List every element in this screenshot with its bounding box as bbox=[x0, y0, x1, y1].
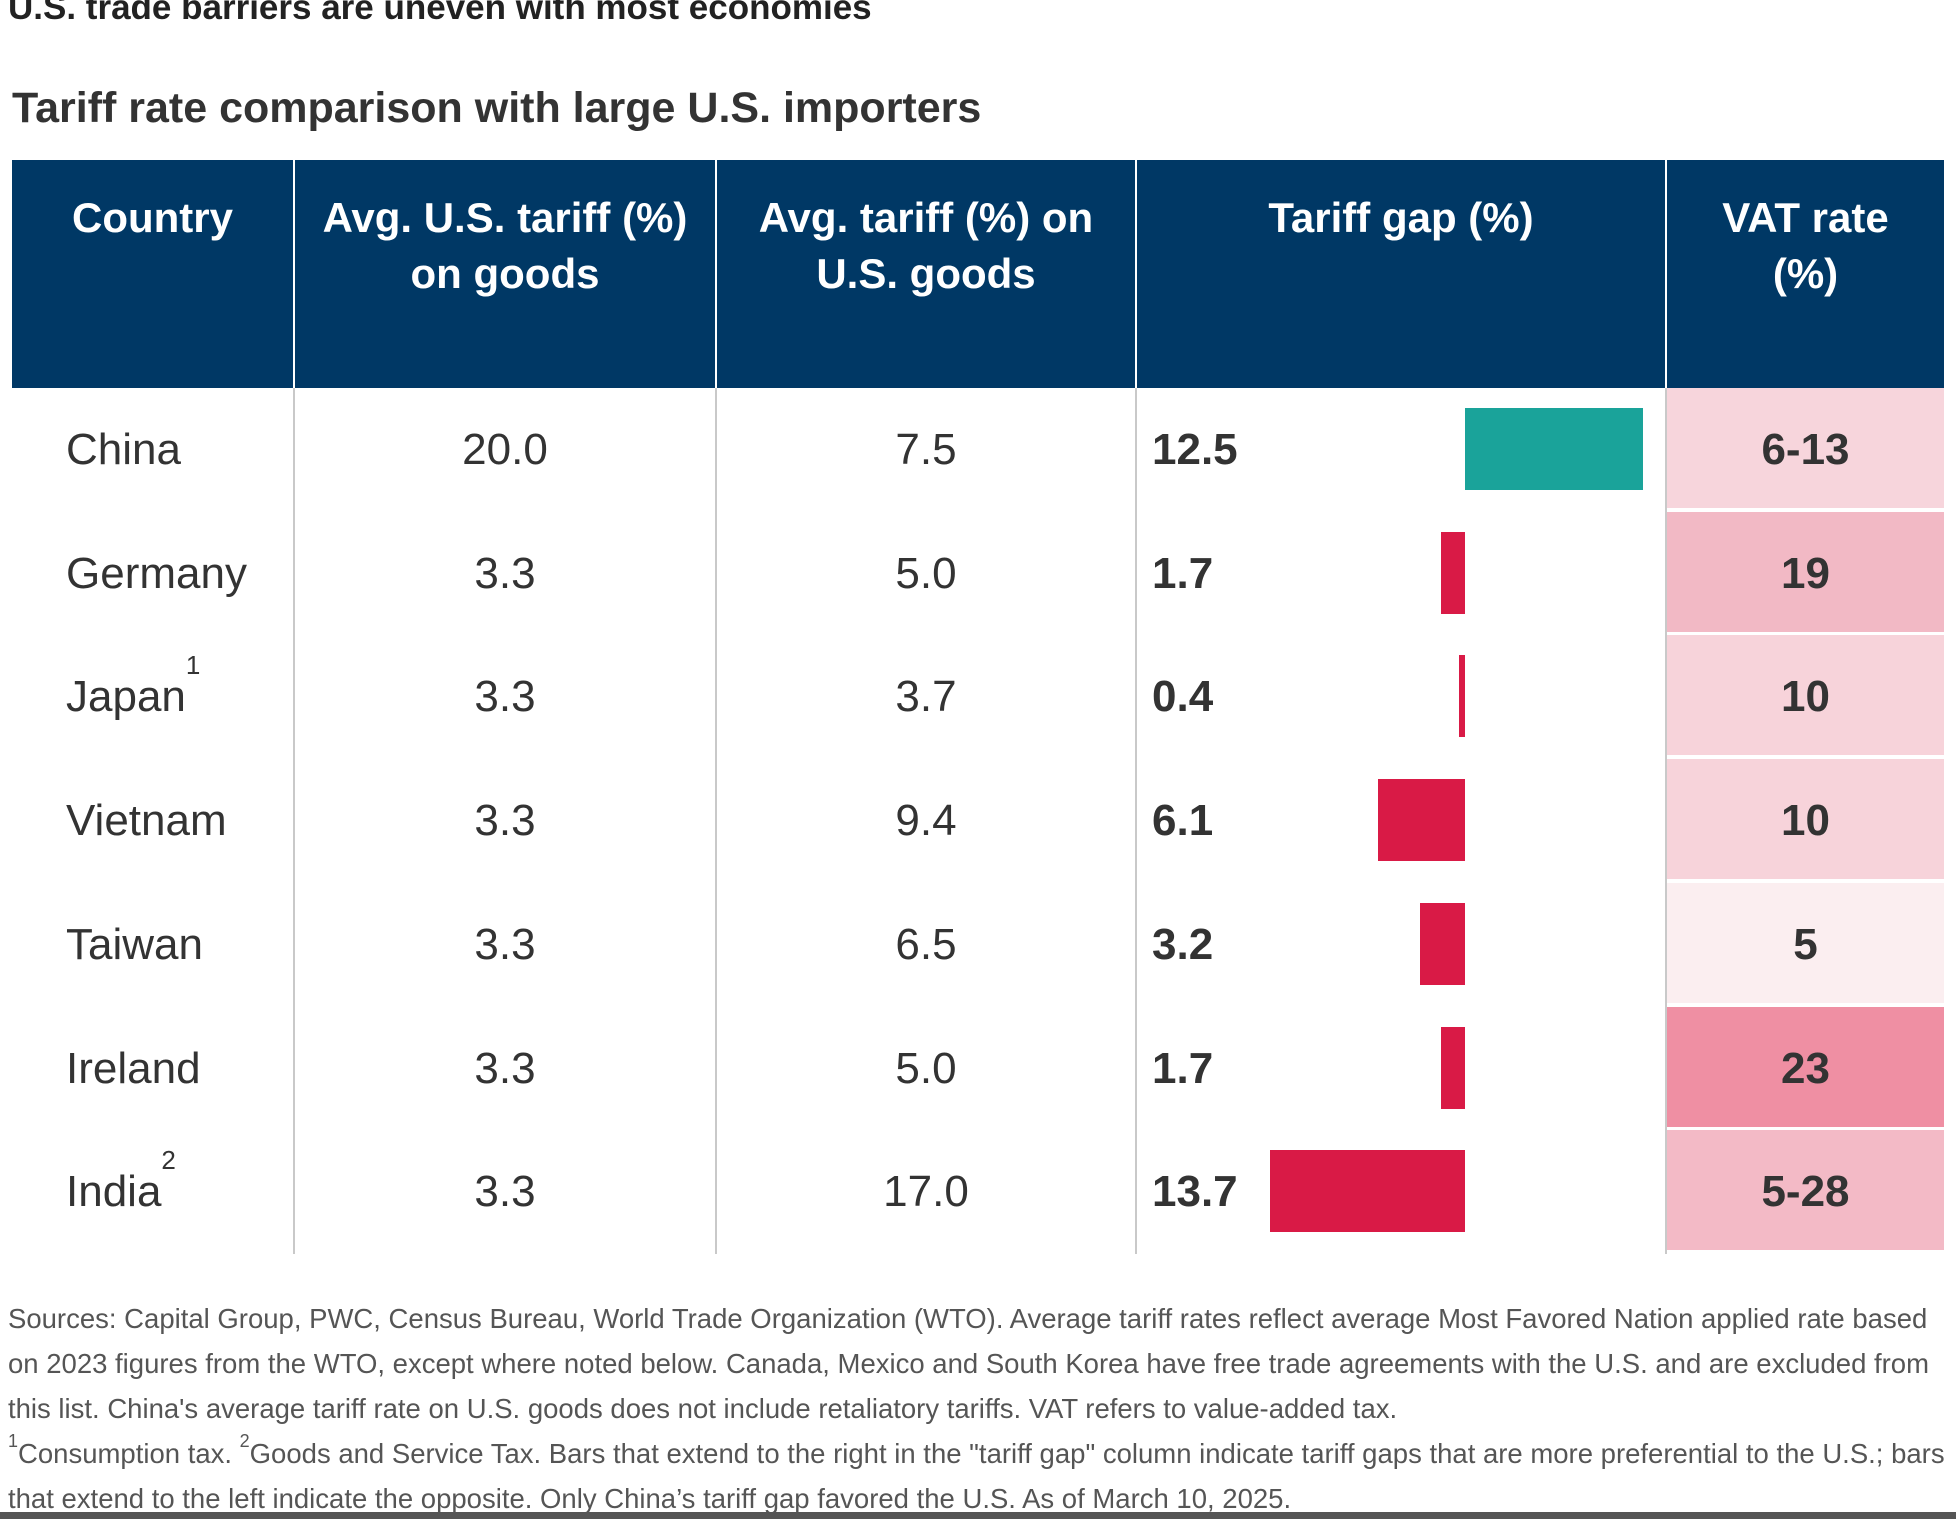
tariff-on-us-value: 3.7 bbox=[895, 672, 957, 722]
us-tariff-value: 3.3 bbox=[474, 796, 536, 846]
country-name: India2 bbox=[66, 1130, 176, 1253]
us-tariff-value: 3.3 bbox=[474, 1167, 536, 1217]
table-row: Vietnam 3.3 9.4 6.1 10 bbox=[12, 759, 1944, 882]
column-divider bbox=[1665, 388, 1667, 1254]
footnote-mark: 1 bbox=[8, 1431, 19, 1451]
column-divider bbox=[715, 388, 717, 1254]
sources-note: Sources: Capital Group, PWC, Census Bure… bbox=[8, 1303, 1929, 1424]
chart-title: U.S. trade barriers are uneven with most… bbox=[8, 0, 872, 27]
tariff-gap-bar bbox=[1440, 1026, 1465, 1109]
country-name: Vietnam bbox=[66, 759, 227, 882]
table-row: India2 3.3 17.0 13.7 5-28 bbox=[12, 1130, 1944, 1253]
tariff-gap-bar bbox=[1270, 1150, 1465, 1233]
us-tariff-value: 3.3 bbox=[474, 1043, 536, 1093]
tariff-gap-bar bbox=[1440, 531, 1465, 614]
vat-rate-value: 5-28 bbox=[1667, 1130, 1944, 1251]
country-label: Germany bbox=[66, 548, 247, 598]
footnote-2: Goods and Service Tax. Bars that extend … bbox=[8, 1438, 1945, 1514]
tariff-gap-value: 12.5 bbox=[1152, 425, 1238, 474]
header-vat: VAT rate (%) bbox=[1667, 160, 1944, 388]
column-divider bbox=[1135, 388, 1137, 1254]
country-label: Taiwan bbox=[66, 919, 203, 969]
header-tariff-gap: Tariff gap (%) bbox=[1137, 160, 1665, 388]
country-name: China bbox=[66, 388, 181, 511]
tariff-on-us-value: 9.4 bbox=[895, 796, 957, 846]
tariff-gap-value: 6.1 bbox=[1152, 796, 1214, 846]
country-name: Taiwan bbox=[66, 883, 203, 1006]
table-row: Taiwan 3.3 6.5 3.2 5 bbox=[12, 882, 1944, 1006]
footnote-mark: 2 bbox=[239, 1431, 250, 1451]
vat-rate-value: 23 bbox=[1667, 1006, 1944, 1127]
country-label: China bbox=[66, 425, 181, 474]
header-us-tariff: Avg. U.S. tariff (%) on goods bbox=[295, 160, 715, 388]
country-label: India bbox=[66, 1167, 162, 1217]
tariff-on-us-value: 5.0 bbox=[895, 1043, 957, 1093]
footnote-mark: 2 bbox=[161, 1145, 176, 1176]
tariff-gap-value: 13.7 bbox=[1152, 1167, 1238, 1217]
tariff-gap-value: 0.4 bbox=[1152, 672, 1214, 722]
country-label: Ireland bbox=[66, 1043, 201, 1093]
country-label: Japan bbox=[66, 672, 186, 722]
country-name: Ireland bbox=[66, 1007, 201, 1130]
bottom-border bbox=[0, 1512, 1956, 1519]
header-country: Country bbox=[12, 160, 293, 388]
us-tariff-value: 3.3 bbox=[474, 548, 536, 598]
tariff-gap-bar bbox=[1378, 779, 1465, 862]
us-tariff-value: 3.3 bbox=[474, 919, 536, 969]
country-label: Vietnam bbox=[66, 796, 227, 846]
tariff-gap-bar bbox=[1465, 408, 1643, 490]
footnote-mark: 1 bbox=[185, 650, 201, 681]
tariff-gap-value: 1.7 bbox=[1152, 548, 1214, 598]
table-row: Japan1 3.3 3.7 0.4 10 bbox=[12, 635, 1944, 758]
us-tariff-value: 20.0 bbox=[462, 425, 548, 474]
vat-rate-value: 10 bbox=[1667, 635, 1944, 756]
country-name: Japan1 bbox=[66, 635, 200, 758]
vat-rate-value: 6-13 bbox=[1667, 388, 1944, 508]
tariff-gap-bar bbox=[1459, 655, 1465, 738]
country-name: Germany bbox=[66, 512, 247, 635]
chart-subtitle: Tariff rate comparison with large U.S. i… bbox=[12, 84, 982, 132]
header-tariff-on-us: Avg. tariff (%) on U.S. goods bbox=[717, 160, 1135, 388]
tariff-gap-value: 3.2 bbox=[1152, 919, 1214, 969]
tariff-gap-bar bbox=[1419, 902, 1465, 985]
vat-rate-value: 10 bbox=[1667, 759, 1944, 880]
vat-rate-value: 19 bbox=[1667, 511, 1944, 632]
us-tariff-value: 3.3 bbox=[474, 672, 536, 722]
column-divider bbox=[293, 388, 295, 1254]
tariff-on-us-value: 5.0 bbox=[895, 548, 957, 598]
tariff-on-us-value: 17.0 bbox=[883, 1167, 969, 1217]
tariff-on-us-value: 7.5 bbox=[895, 425, 957, 474]
vat-rate-value: 5 bbox=[1667, 882, 1944, 1003]
tariff-gap-value: 1.7 bbox=[1152, 1043, 1214, 1093]
table-row: Ireland 3.3 5.0 1.7 23 bbox=[12, 1006, 1944, 1130]
tariff-on-us-value: 6.5 bbox=[895, 919, 957, 969]
table-row: China 20.0 7.5 12.5 6-13 bbox=[12, 388, 1944, 511]
footnote-1: Consumption tax. bbox=[18, 1438, 240, 1469]
footnotes: Sources: Capital Group, PWC, Census Bure… bbox=[8, 1296, 1948, 1521]
table-row: Germany 3.3 5.0 1.7 19 bbox=[12, 511, 1944, 635]
